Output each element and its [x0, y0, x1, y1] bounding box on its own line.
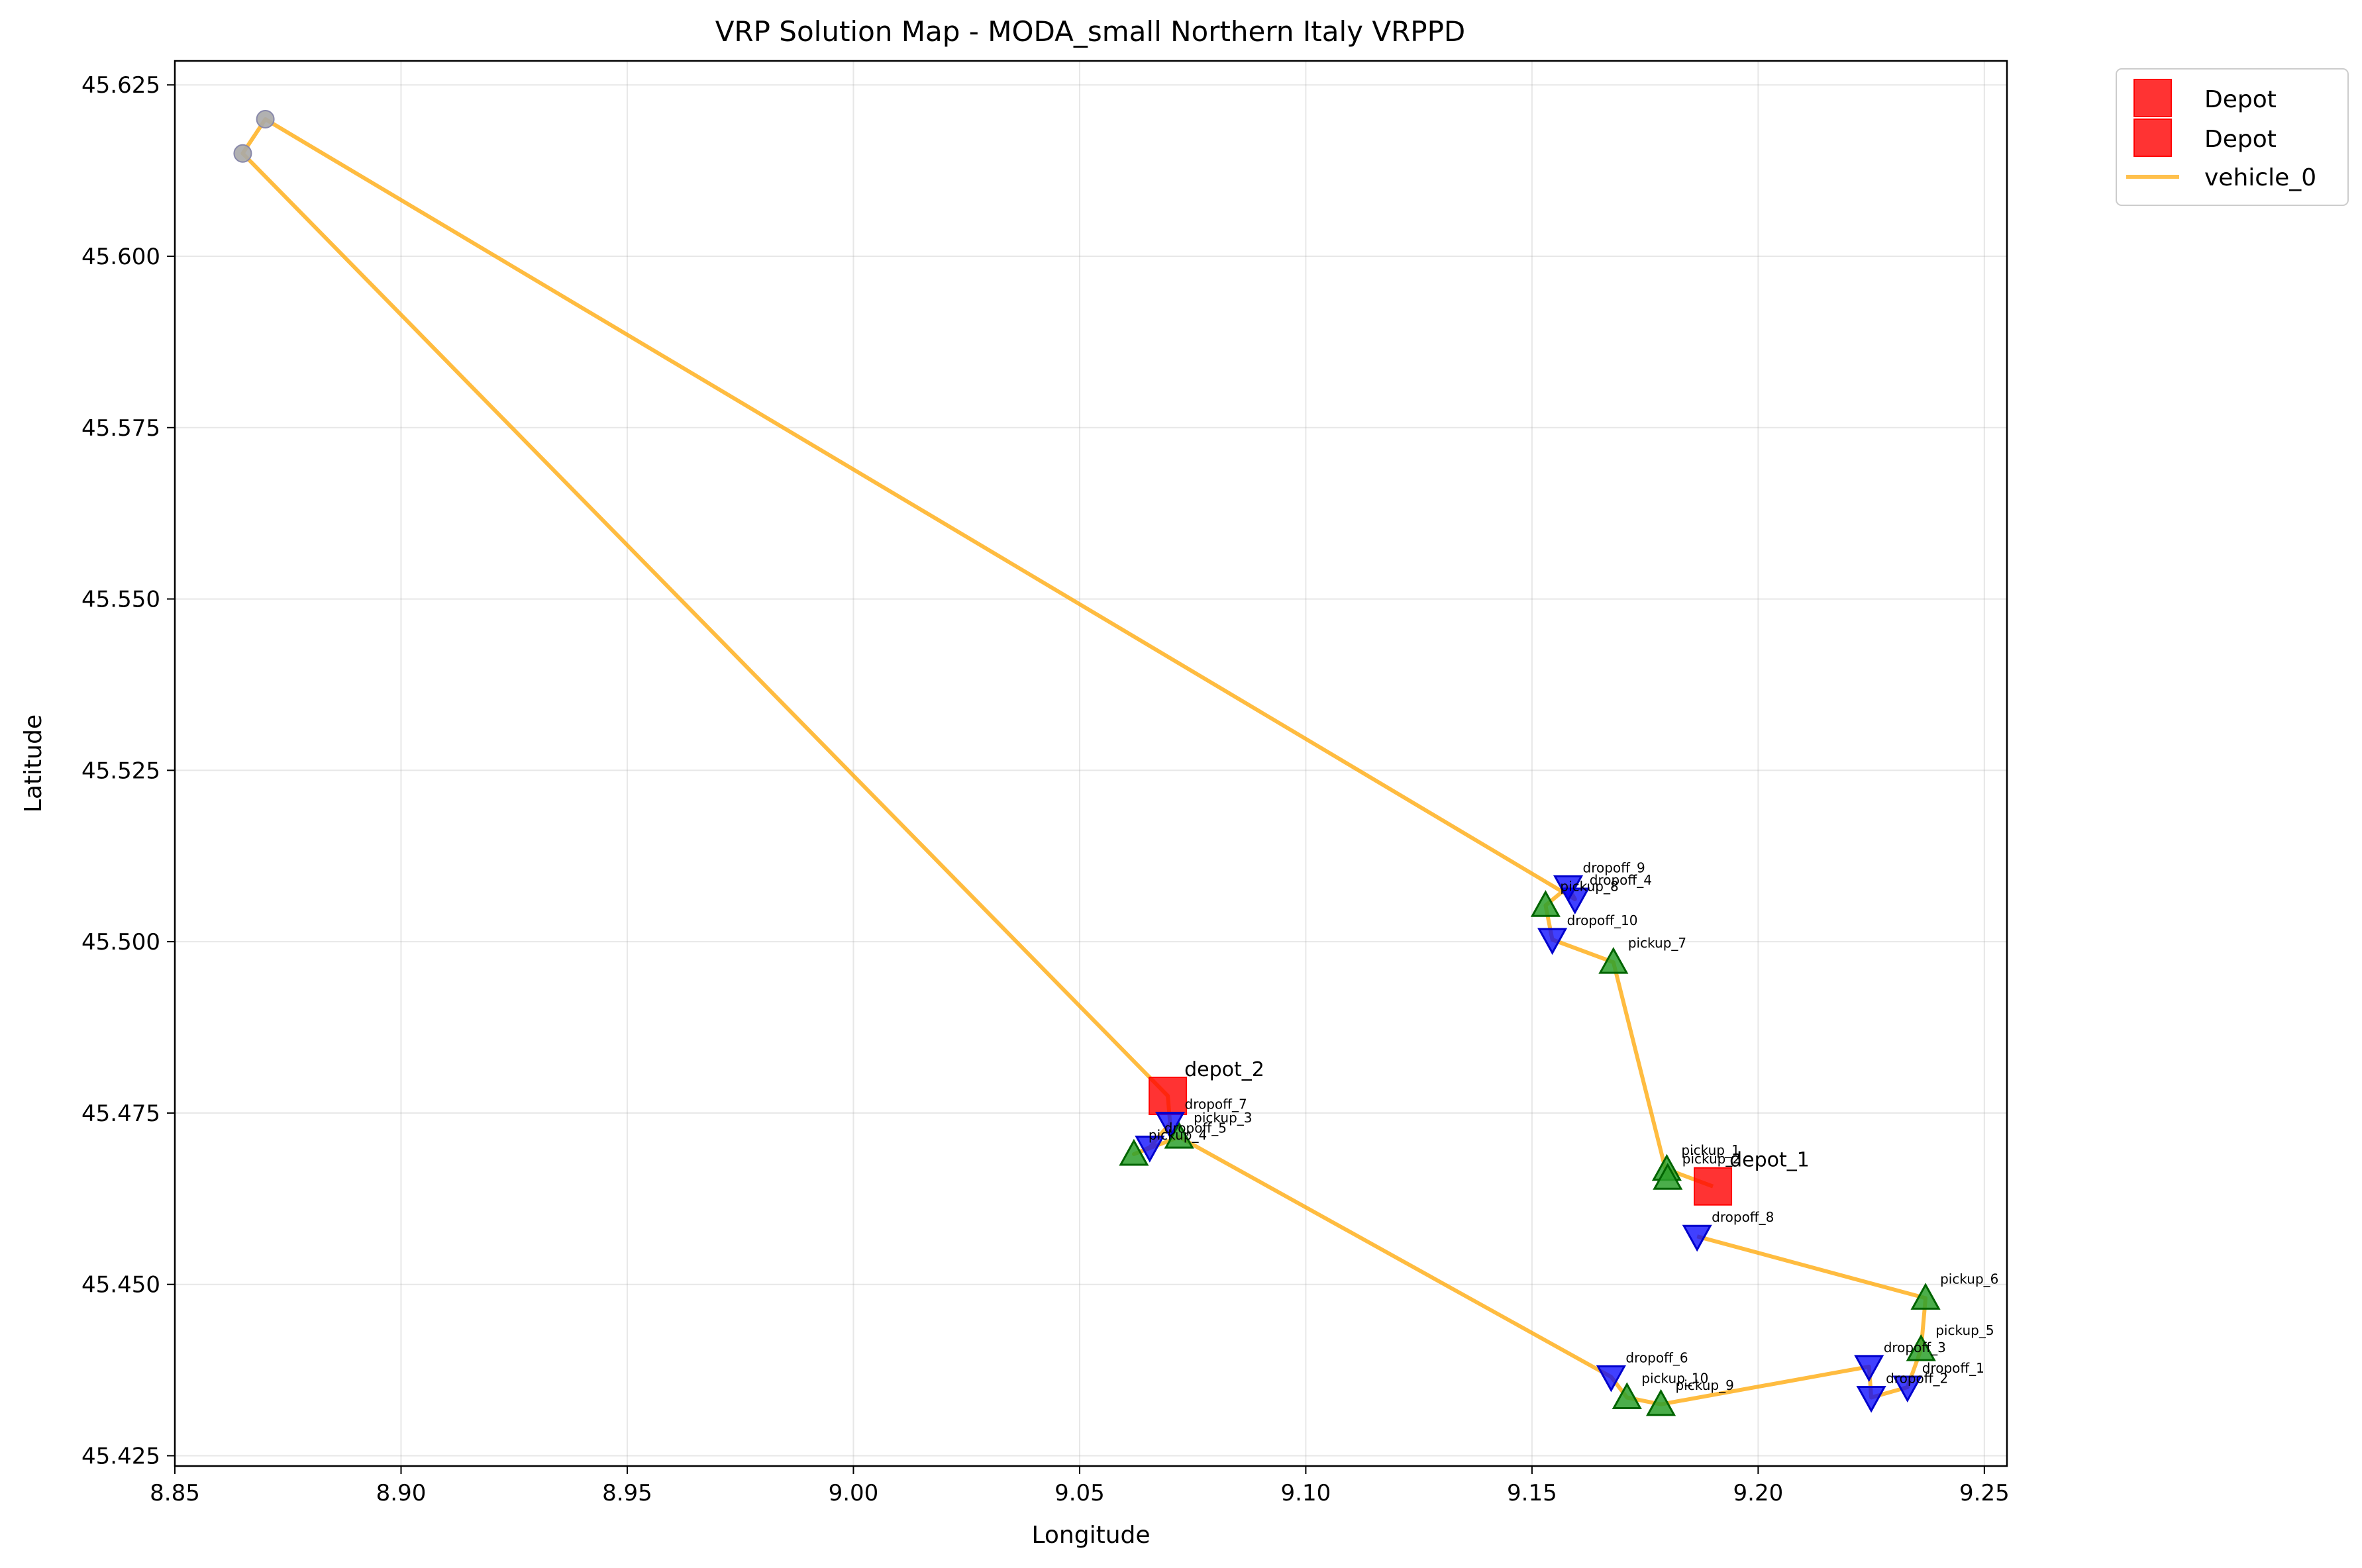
dropoff-label-dropoff_1: dropoff_1: [1922, 1360, 1984, 1376]
dropoff-label-dropoff_3: dropoff_3: [1884, 1340, 1946, 1355]
pickup-label-pickup_10: pickup_10: [1641, 1370, 1708, 1386]
x-tick-label: 9.10: [1281, 1480, 1331, 1506]
pickup-label-pickup_2: pickup_2: [1682, 1151, 1741, 1167]
dropoff-marker-dropoff_6: [1596, 1365, 1626, 1393]
pickup-label-pickup_4: pickup_4: [1149, 1127, 1207, 1143]
pickup-marker-pickup_10: [1612, 1382, 1642, 1409]
y-axis-ticks: 45.425 45.450 45.475 45.500 45.525 45.550 45.5…: [81, 72, 175, 1469]
pickup-marker-pickup_4: [1119, 1138, 1149, 1166]
dropoff-label-dropoff_6: dropoff_6: [1625, 1349, 1688, 1365]
legend-box: [2116, 68, 2349, 206]
dropoff-marker-dropoff_9: [1553, 875, 1584, 903]
dropoff-marker-dropoff_7: [1155, 1111, 1186, 1139]
pickup-label-pickup_3: pickup_3: [1194, 1110, 1252, 1126]
pickup-marker-pickup_3: [1164, 1122, 1194, 1149]
dropoff-label-dropoff_2: dropoff_2: [1886, 1370, 1948, 1386]
x-tick-label: 9.15: [1507, 1480, 1557, 1506]
legend-label-vehicle: vehicle_0: [2204, 164, 2316, 191]
depot-label-depot_2: depot_2: [1184, 1058, 1264, 1081]
plot-frame: [174, 60, 2008, 1467]
waypoint-marker: [256, 109, 275, 128]
waypoint-marker: [233, 144, 252, 163]
chart-title: VRP Solution Map - MODA_small Northern I…: [715, 15, 1466, 48]
dropoff-marker-dropoff_5: [1135, 1136, 1165, 1163]
dropoff-label-dropoff_9: dropoff_9: [1583, 859, 1645, 875]
x-axis-ticks: 8.85 8.90 8.95 9.00 9.05 9.10 9.15 9.20 9.25: [150, 1466, 2010, 1506]
pickup-marker-pickup_5: [1906, 1334, 1936, 1361]
dropoff-label-dropoff_10: dropoff_10: [1567, 912, 1638, 928]
y-axis-title: Latitude: [20, 714, 47, 812]
x-tick-label: 9.20: [1733, 1480, 1784, 1506]
x-axis-title: Longitude: [1031, 1522, 1150, 1549]
marker-layer: [233, 109, 1941, 1416]
pickup-label-pickup_6: pickup_6: [1940, 1271, 1998, 1287]
y-tick-label: 45.425: [81, 1443, 160, 1469]
legend-label-depot-2: Depot: [2204, 126, 2277, 153]
dropoff-marker-dropoff_10: [1537, 928, 1568, 956]
y-tick-label: 45.550: [81, 587, 160, 613]
x-tick-label: 8.85: [150, 1480, 200, 1506]
dropoff-label-dropoff_5: dropoff_5: [1164, 1120, 1227, 1136]
x-tick-label: 8.90: [376, 1480, 427, 1506]
legend: Depot Depot vehicle_0: [2116, 68, 2349, 206]
pickup-marker-pickup_2: [1653, 1163, 1683, 1190]
x-tick-label: 9.00: [829, 1480, 879, 1506]
pickup-marker-pickup_9: [1645, 1389, 1676, 1416]
legend-depot-marker-1: [2133, 79, 2172, 117]
y-tick-label: 45.600: [81, 244, 160, 270]
dropoff-label-dropoff_4: dropoff_4: [1590, 872, 1652, 888]
dropoff-label-dropoff_7: dropoff_7: [1185, 1096, 1247, 1112]
dropoff-marker-dropoff_8: [1682, 1224, 1712, 1252]
label-layer: depot_1depot_2pickup_1pickup_2pickup_3pi…: [1149, 859, 1998, 1393]
grid-layer: [174, 61, 2007, 1466]
dropoff-marker-dropoff_3: [1854, 1355, 1884, 1382]
depot-label-depot_1: depot_1: [1729, 1149, 1810, 1172]
legend-label-depot-1: Depot: [2204, 86, 2277, 113]
legend-depot-marker-2: [2133, 119, 2172, 157]
pickup-label-pickup_5: pickup_5: [1935, 1322, 1994, 1338]
dropoff-marker-dropoff_2: [1856, 1385, 1886, 1413]
dropoff-label-dropoff_8: dropoff_8: [1712, 1209, 1774, 1225]
x-tick-label: 8.95: [602, 1480, 652, 1506]
pickup-marker-pickup_8: [1530, 890, 1561, 917]
y-tick-label: 45.450: [81, 1272, 160, 1298]
y-tick-label: 45.575: [81, 415, 160, 442]
pickup-marker-pickup_7: [1598, 947, 1629, 974]
pickup-label-pickup_7: pickup_7: [1628, 935, 1686, 951]
depot-marker-depot_2: [1149, 1077, 1188, 1116]
dropoff-marker-dropoff_1: [1892, 1375, 1923, 1403]
route-vehicle_0: [240, 117, 1928, 1406]
pickup-label-pickup_9: pickup_9: [1676, 1377, 1734, 1393]
x-tick-label: 9.25: [1959, 1480, 2010, 1506]
pickup-label-pickup_1: pickup_1: [1681, 1142, 1739, 1158]
depot-marker-depot_1: [1694, 1167, 1733, 1206]
y-tick-label: 45.625: [81, 72, 160, 99]
pickup-label-pickup_8: pickup_8: [1560, 878, 1618, 894]
y-tick-label: 45.475: [81, 1101, 160, 1127]
route-layer: [240, 117, 1928, 1406]
x-tick-label: 9.05: [1054, 1480, 1105, 1506]
y-tick-label: 45.500: [81, 929, 160, 956]
y-tick-label: 45.525: [81, 758, 160, 784]
pickup-marker-pickup_6: [1910, 1283, 1941, 1310]
